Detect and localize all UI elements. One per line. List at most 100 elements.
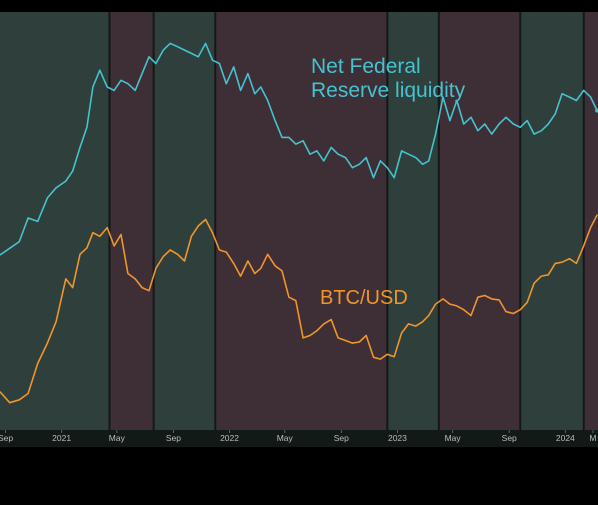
data-point [470,314,472,317]
data-point [0,391,1,393]
data-point [344,339,347,342]
data-point [372,356,375,358]
data-point [86,247,88,249]
series-label-fed-liquidity: Net Federal [311,55,421,78]
data-point [65,180,67,182]
data-point [9,247,11,249]
data-point [99,69,101,71]
data-point [247,260,249,262]
data-point [233,262,235,264]
regime-band-liquidity-rising [520,12,584,430]
data-point [281,270,283,272]
data-point [526,301,528,303]
data-point [309,334,311,337]
data-point [484,294,486,297]
data-point [583,89,585,91]
series-line-fed-liquidity [0,42,598,256]
data-point [46,342,49,344]
data-point [72,287,74,289]
regime-shading [0,12,598,430]
data-point [554,113,556,115]
data-point [155,267,157,269]
data-point [302,337,304,339]
data-point [477,130,479,132]
data-point [240,275,242,277]
data-point [512,123,515,125]
data-point [351,167,353,169]
data-point [568,96,571,98]
data-point [211,59,214,61]
data-point [519,126,521,128]
data-point [505,311,507,313]
data-point [379,160,381,162]
data-point [316,330,318,332]
x-tick-label: 2024 [556,433,575,443]
data-point [358,163,360,165]
data-point [120,79,122,81]
data-point [177,253,179,255]
data-point [27,392,29,395]
series-label-fed-liquidity: Reserve liquidity [311,79,466,102]
data-point [337,337,339,339]
data-point [575,99,578,102]
data-point [240,89,242,91]
data-point [141,287,143,289]
data-point [106,86,108,88]
data-point [590,96,592,98]
data-point [72,170,74,172]
data-point [55,187,57,189]
data-point [162,49,164,51]
data-point [449,120,451,122]
data-point [225,83,227,85]
data-point [519,309,521,311]
data-point [254,93,256,95]
x-tick-label: May [277,433,294,443]
data-point [190,235,192,237]
data-point [233,66,235,68]
data-point [365,157,367,159]
data-point [65,278,67,280]
data-point [86,126,88,128]
data-point [134,89,136,91]
x-tick-label: Sep [166,433,181,443]
x-tick-label: 2021 [52,433,71,443]
data-point [190,52,192,55]
data-point [197,56,199,58]
data-point [358,341,360,343]
data-point [79,146,81,149]
regime-band-liquidity-falling [438,12,521,430]
data-point [463,309,465,311]
x-tick-label: May [445,433,462,443]
data-point [37,362,39,365]
data-point [254,272,256,275]
data-point [386,167,388,169]
data-point [295,143,297,145]
data-point [197,225,199,227]
data-point [415,157,417,159]
data-point [260,86,262,88]
x-tick-label: Sep [0,433,13,443]
data-point [344,157,347,159]
data-point [27,217,29,219]
data-point [407,153,410,155]
data-point [449,303,451,305]
data-point [456,305,458,307]
data-point [155,62,157,65]
data-point [79,253,81,255]
data-point [267,99,269,102]
data-point [211,232,214,234]
data-point [456,99,458,102]
data-point [281,136,283,138]
data-point [113,89,115,91]
x-axis: Sep 2021 May Sep 2022 May Sep 2023 May Sep 2024 M [0,430,596,443]
data-point [99,235,101,237]
data-point [554,262,556,264]
data-point [218,62,220,65]
data-point [393,356,395,358]
data-point [113,245,115,247]
data-point [183,49,186,51]
data-point [169,249,171,251]
data-point [183,260,186,262]
data-point [205,42,207,45]
